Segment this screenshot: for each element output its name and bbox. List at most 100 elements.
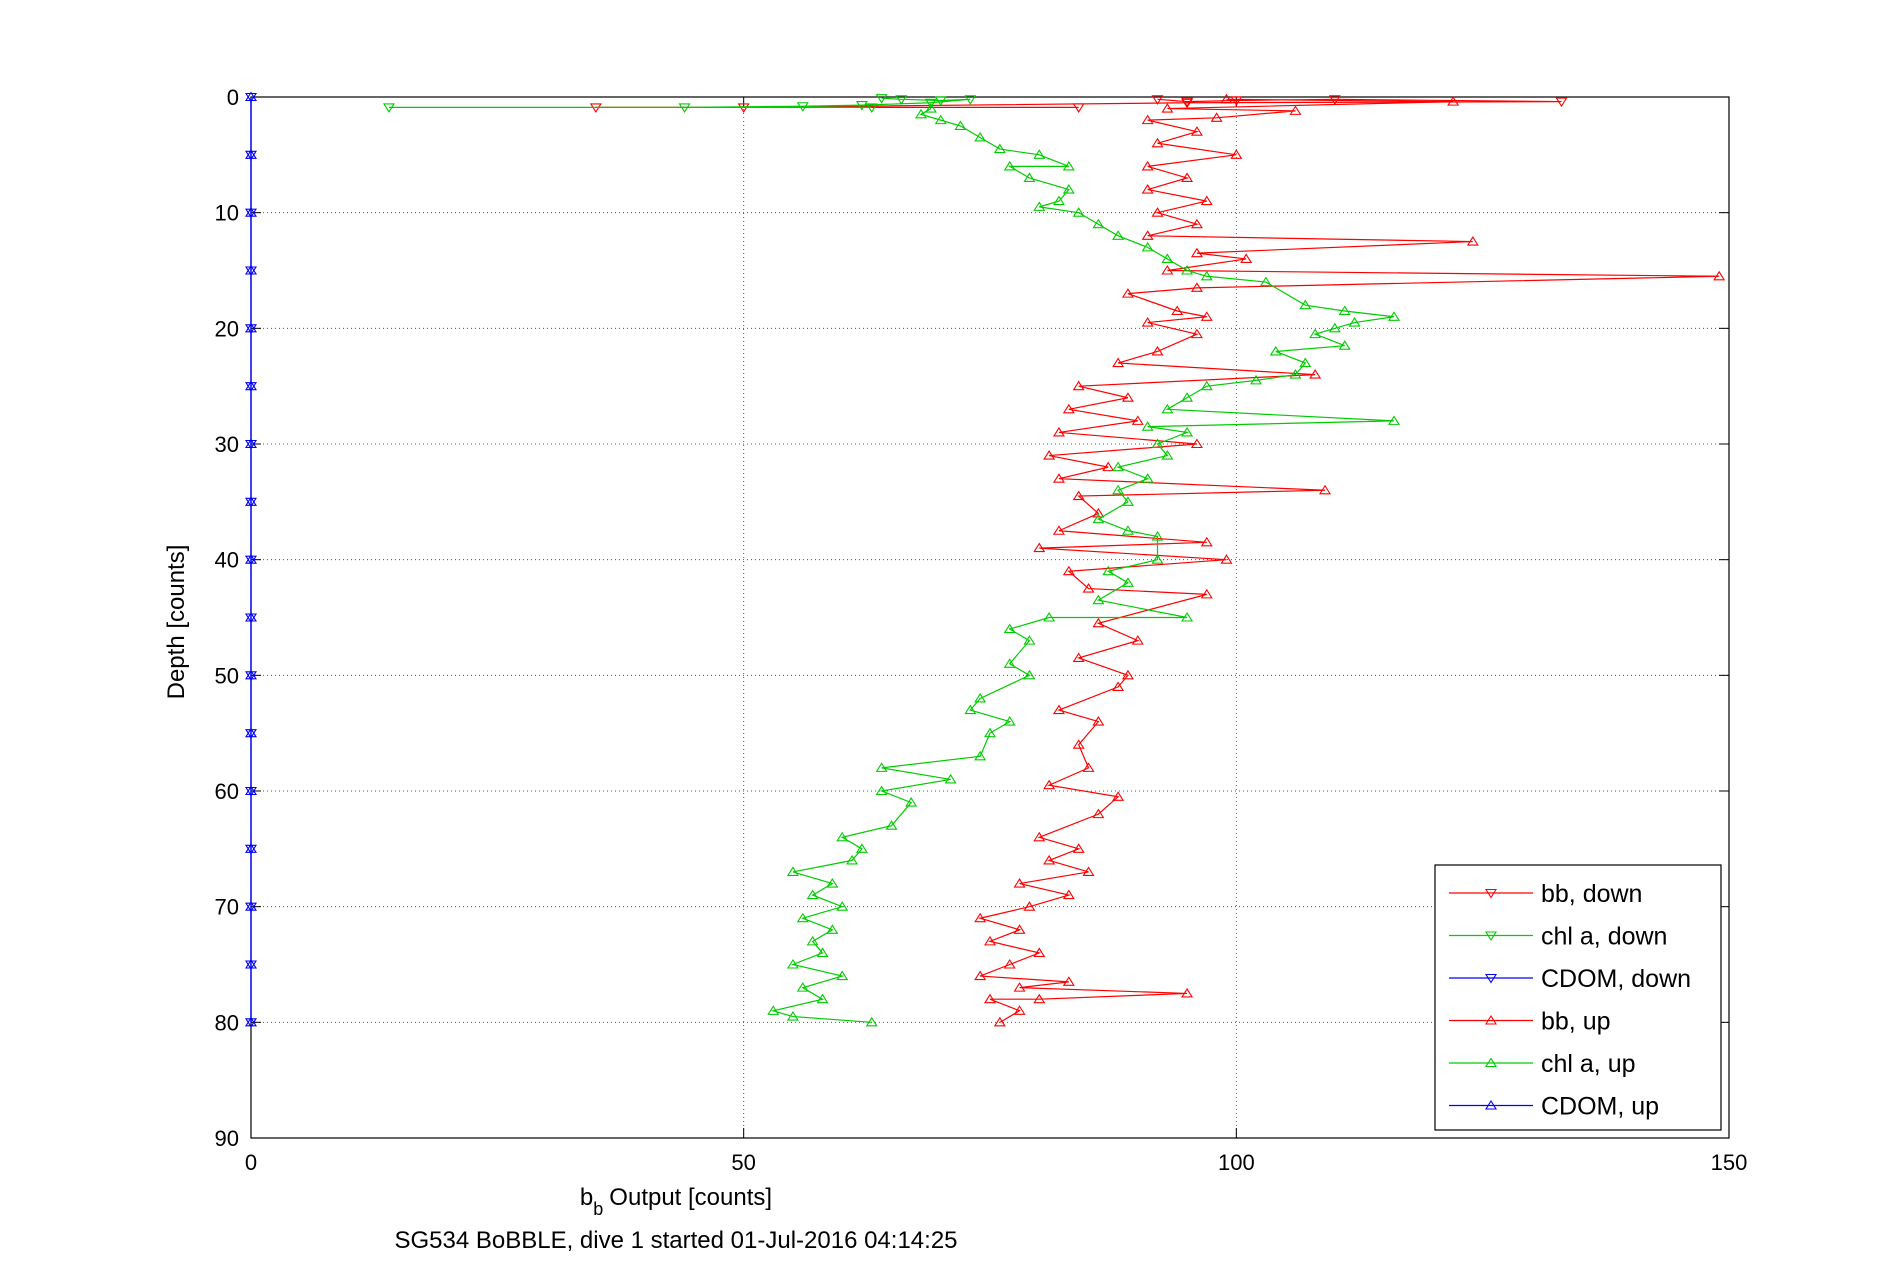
- data-point: [1348, 317, 1361, 327]
- legend-label: chl a, up: [1541, 1050, 1636, 1078]
- data-point: [1181, 172, 1194, 183]
- data-point: [1269, 345, 1282, 356]
- grid: [251, 97, 1729, 1138]
- data-point: [1466, 236, 1479, 246]
- data-point: [1121, 577, 1134, 587]
- data-point: [1181, 987, 1194, 998]
- data-point: [1309, 369, 1322, 379]
- data-point: [1052, 525, 1065, 535]
- series-5: [245, 91, 257, 1027]
- data-point: [1062, 403, 1075, 414]
- legend-item: chl a, down: [1449, 923, 1667, 951]
- data-point: [1250, 374, 1263, 385]
- data-point: [1082, 762, 1095, 772]
- data-point: [1082, 583, 1095, 593]
- data-point: [1072, 380, 1085, 391]
- data-point: [1043, 779, 1056, 790]
- data-point: [1190, 438, 1203, 449]
- data-point: [1141, 473, 1154, 483]
- data-point: [1338, 305, 1351, 316]
- data-point: [1200, 270, 1213, 281]
- data-point: [1062, 889, 1075, 900]
- data-point: [796, 912, 809, 923]
- data-point: [1141, 160, 1154, 171]
- data-point: [1003, 623, 1016, 634]
- data-point: [1181, 392, 1194, 402]
- data-point: [245, 611, 257, 622]
- x-axis-label: bb Output [counts]: [580, 1184, 772, 1219]
- y-tick-label: 10: [215, 201, 239, 226]
- data-point: [1072, 207, 1085, 217]
- data-point: [1338, 340, 1351, 350]
- data-point: [974, 131, 987, 142]
- data-point: [885, 820, 898, 830]
- data-point: [1033, 831, 1046, 842]
- data-point: [1033, 149, 1046, 159]
- legend-label: bb, down: [1541, 880, 1642, 908]
- data-point: [1033, 201, 1046, 211]
- data-point: [1092, 808, 1105, 819]
- data-point: [1387, 311, 1400, 321]
- data-point: [1023, 901, 1036, 911]
- data-point: [1181, 97, 1194, 108]
- data-point: [1555, 97, 1568, 108]
- data-point: [1220, 93, 1233, 104]
- data-point: [1072, 739, 1085, 749]
- data-point: [1151, 345, 1164, 356]
- data-point: [1082, 866, 1095, 877]
- series-line: [770, 108, 1395, 1023]
- data-point: [245, 669, 257, 680]
- data-point: [1328, 322, 1341, 333]
- data-point: [1200, 195, 1213, 206]
- data-point: [1033, 947, 1046, 957]
- data-point: [806, 935, 819, 946]
- data-point: [1112, 791, 1125, 801]
- data-point: [1013, 877, 1026, 888]
- data-point: [875, 94, 888, 104]
- x-axis-label-subscript: b: [593, 1199, 603, 1219]
- data-point: [245, 958, 257, 969]
- data-point: [836, 901, 849, 911]
- data-point: [993, 1016, 1006, 1027]
- data-point: [1190, 218, 1203, 229]
- data-point: [1141, 421, 1154, 431]
- data-point: [1200, 311, 1213, 321]
- data-point: [245, 91, 257, 102]
- data-point: [984, 993, 996, 1004]
- data-point: [954, 120, 967, 130]
- series-4: [767, 103, 1400, 1027]
- series-3: [974, 93, 1726, 1027]
- data-point: [1112, 357, 1125, 368]
- data-point: [1161, 103, 1174, 113]
- legend-marker: [1485, 1014, 1497, 1025]
- data-point: [1092, 594, 1105, 605]
- data-point: [915, 108, 928, 119]
- data-point: [245, 496, 257, 506]
- data-point: [1190, 126, 1203, 136]
- data-point: [1102, 565, 1115, 576]
- data-point: [974, 692, 987, 703]
- data-point: [1092, 617, 1105, 628]
- data-point: [1062, 976, 1075, 986]
- x-axis-label-prefix: b: [580, 1184, 593, 1211]
- data-point: [1259, 276, 1272, 287]
- data-point: [245, 264, 257, 275]
- data-point: [1309, 328, 1322, 339]
- data-point: [974, 912, 987, 923]
- data-point: [1181, 264, 1194, 275]
- data-point: [767, 1005, 780, 1015]
- data-point: [895, 95, 908, 105]
- data-point: [1092, 716, 1105, 726]
- data-point: [1299, 299, 1312, 310]
- data-point: [1013, 982, 1026, 992]
- data-point: [1141, 183, 1154, 194]
- data-point: [1112, 484, 1125, 495]
- data-point: [1200, 536, 1213, 547]
- legend-label: CDOM, down: [1541, 965, 1691, 993]
- data-point: [796, 102, 809, 112]
- legend-marker: [1485, 1099, 1497, 1110]
- data-point: [1013, 1005, 1026, 1015]
- data-point: [924, 98, 937, 109]
- x-tick-label: 0: [245, 1150, 257, 1175]
- data-point: [786, 1011, 799, 1021]
